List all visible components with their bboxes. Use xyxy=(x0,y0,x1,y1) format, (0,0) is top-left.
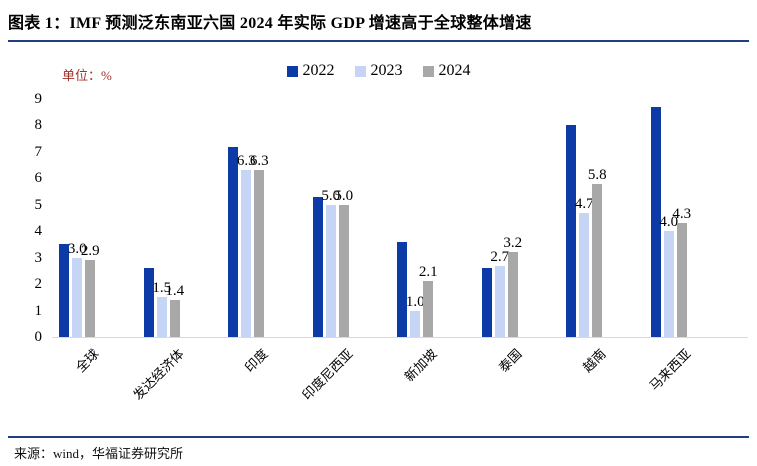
bar-value-label: 3.2 xyxy=(503,235,523,252)
unit-label: 单位：% xyxy=(62,68,112,83)
x-axis-label: 泰国 xyxy=(495,346,525,376)
bar-groups: 3.0 2.9 1.5 1.4 6.3 6.3 5.0 5.0 1.0 2.1 2.7 3.2 4.7 5… xyxy=(35,99,711,337)
bar-2023: 6.3 xyxy=(237,153,256,337)
bar-2023: 2.7 xyxy=(490,249,509,337)
bar-2024: 2.1 xyxy=(419,264,438,337)
legend-label: 2024 xyxy=(438,62,471,79)
chart-title: 图表 1：IMF 预测泛东南亚六国 2024 年实际 GDP 增速高于全球整体增… xyxy=(8,15,532,32)
x-axis-label: 印度 xyxy=(241,346,271,376)
bar-value-label: 4.7 xyxy=(574,195,594,212)
y-tick-label: 8 xyxy=(34,117,43,134)
legend-item-2022: 2022 xyxy=(286,62,335,80)
y-tick-label: 1 xyxy=(34,302,43,319)
title-divider-line xyxy=(8,40,749,42)
bar-group-7: 4.7 5.8 xyxy=(542,99,627,337)
legend-item-2023: 2023 xyxy=(354,62,403,80)
bar-2022 xyxy=(397,241,408,337)
bar-2022 xyxy=(228,146,239,337)
bar-2022 xyxy=(566,125,577,337)
bar-2023: 4.0 xyxy=(659,214,678,337)
bar-value-label: 2.9 xyxy=(80,243,100,260)
bar-value-label: 5.0 xyxy=(334,187,354,204)
y-tick-label: 4 xyxy=(34,223,43,240)
bar-value-label: 1.4 xyxy=(165,282,185,299)
bar-2023: 1.0 xyxy=(406,294,425,337)
x-axis-label: 全球 xyxy=(72,346,102,376)
legend: 2022 2023 2024 xyxy=(0,62,757,80)
bar-value-label: 2.1 xyxy=(418,264,438,281)
bar-value-label: 6.3 xyxy=(249,153,269,170)
x-axis-baseline xyxy=(52,337,748,338)
bar-2022 xyxy=(143,268,154,337)
bar-group-6: 2.7 3.2 xyxy=(458,99,543,337)
bar-group-4: 5.0 5.0 xyxy=(289,99,374,337)
bar-group-3: 6.3 6.3 xyxy=(204,99,289,337)
bar-2024: 1.4 xyxy=(165,283,184,337)
legend-swatch-icon xyxy=(286,65,298,77)
bar-group-1: 3.0 2.9 xyxy=(35,99,120,337)
bar-value-label: 5.8 xyxy=(587,166,607,183)
bar-2022 xyxy=(312,196,323,337)
bar-value-label: 4.0 xyxy=(659,214,679,231)
legend-label: 2022 xyxy=(302,62,335,79)
bar-2024: 6.3 xyxy=(250,153,269,337)
legend-swatch-icon xyxy=(422,65,434,77)
bar-2024: 5.8 xyxy=(588,167,607,337)
x-axis-label: 越南 xyxy=(579,346,609,376)
bar-2024: 4.3 xyxy=(672,206,691,337)
legend-item-2024: 2024 xyxy=(422,62,471,80)
bar-group-5: 1.0 2.1 xyxy=(373,99,458,337)
bar-value-label: 2.7 xyxy=(490,248,510,265)
bar-2022 xyxy=(650,106,661,337)
footer-divider-line xyxy=(8,436,749,438)
bar-2023: 3.0 xyxy=(68,241,87,337)
bar-2024: 3.2 xyxy=(503,235,522,337)
y-tick-label: 2 xyxy=(34,276,43,293)
bar-value-label: 6.3 xyxy=(236,153,256,170)
bar-group-2: 1.5 1.4 xyxy=(120,99,205,337)
y-tick-label: 7 xyxy=(34,143,43,160)
bar-group-8: 4.0 4.3 xyxy=(627,99,712,337)
bar-2024: 5.0 xyxy=(334,188,353,337)
x-axis-label: 新加坡 xyxy=(401,346,440,385)
y-tick-label: 0 xyxy=(34,329,43,345)
x-axis-label: 发达经济体 xyxy=(129,346,187,403)
y-tick-label: 6 xyxy=(34,170,43,187)
y-tick-label: 9 xyxy=(34,91,43,107)
y-tick-label: 3 xyxy=(34,249,43,266)
x-axis-label: 印度尼西亚 xyxy=(298,346,356,403)
bar-2023: 1.5 xyxy=(152,280,171,337)
bar-2024: 2.9 xyxy=(81,243,100,337)
bar-value-label: 3.0 xyxy=(67,240,87,257)
bar-2023: 4.7 xyxy=(575,196,594,337)
x-axis-label: 马来西亚 xyxy=(646,346,694,394)
source-note: 来源：wind，华福证券研究所 xyxy=(14,446,184,461)
y-tick-label: 5 xyxy=(34,196,43,213)
legend-swatch-icon xyxy=(354,65,366,77)
bar-2023: 5.0 xyxy=(321,188,340,337)
bar-value-label: 4.3 xyxy=(672,206,692,223)
bar-2022 xyxy=(481,268,492,337)
bar-value-label: 5.0 xyxy=(321,187,341,204)
bar-2022 xyxy=(59,244,70,337)
bar-value-label: 1.0 xyxy=(405,293,425,310)
legend-label: 2023 xyxy=(370,62,403,79)
bar-value-label: 1.5 xyxy=(152,280,172,297)
